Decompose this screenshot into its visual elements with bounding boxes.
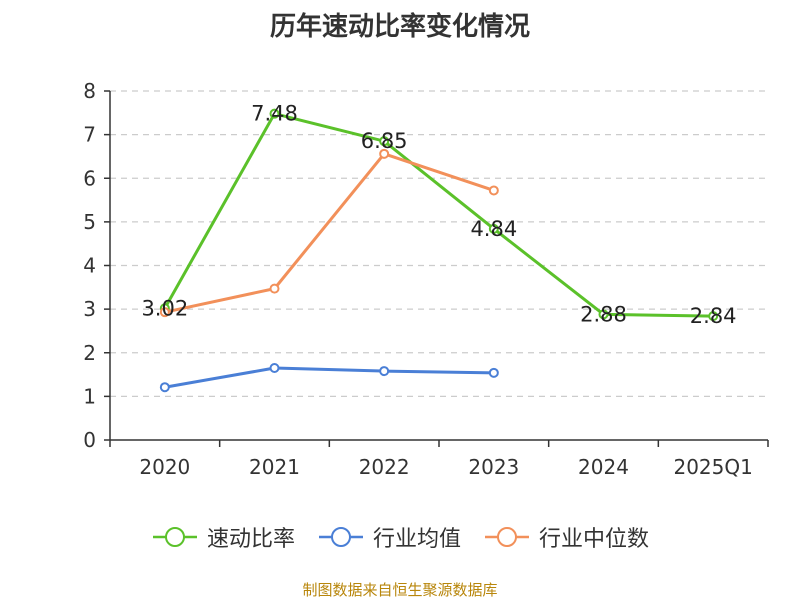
data-point [269,108,280,119]
data-point [379,148,390,159]
y-tick-label: 0 [83,428,96,452]
x-tick-label: 2022 [359,455,410,479]
y-tick-label: 8 [83,79,96,103]
source-note: 制图数据来自恒生聚源数据库 [302,581,498,599]
series-line [164,152,495,314]
data-point [159,382,170,393]
legend-label: 行业中位数 [539,527,650,552]
data-label: 6.85 [361,129,408,153]
x-tick-label: 2025Q1 [673,455,752,479]
series-line [163,112,714,318]
data-label: 7.48 [251,102,298,126]
x-tick-label: 2023 [468,455,519,479]
y-tick-label: 1 [83,384,96,408]
legend-swatch [318,527,363,547]
y-tick-label: 6 [83,166,96,190]
x-tick-label: 2020 [139,455,190,479]
data-point [598,309,609,320]
y-tick-label: 4 [83,254,96,278]
y-tick-label: 7 [83,123,96,147]
gridlines [110,90,768,397]
legend-item[interactable]: 行业均值 [317,521,461,553]
data-labels: 3.02 7.48 6.85 4.84 2.88 2.84 [141,102,736,328]
series-lines [159,108,719,393]
data-point [708,311,719,322]
legend-item[interactable]: 行业中位数 [483,521,649,553]
legend-swatch [152,527,197,547]
data-point [159,307,170,318]
data-point [269,283,280,294]
x-tick-label: 2021 [249,455,300,479]
data-point [488,367,499,378]
legend-label: 行业均值 [372,527,461,552]
axes: 0 1 2 3 4 5 6 7 8 2020 2021 2022 2023 2024 2025Q1 [83,79,769,479]
x-tick-label: 2024 [578,455,629,479]
legend-label: 速动比率 [206,527,295,552]
data-point [269,363,280,374]
legend-item[interactable]: 速动比率 [151,521,295,553]
legend-swatch [485,527,529,547]
y-tick-label: 2 [83,341,96,365]
data-label: 4.84 [470,217,517,241]
legend: 速动比率 行业均值 行业中位数 [0,520,800,554]
data-point [379,366,390,377]
data-label: 2.88 [580,302,627,326]
data-point [379,136,390,147]
y-tick-label: 5 [83,210,96,234]
data-label: 3.02 [141,296,188,320]
data-point [488,223,499,234]
y-tick-label: 3 [83,297,96,321]
data-label: 2.84 [690,304,737,328]
series-line [164,366,494,389]
chart-title: 历年速动比率变化情况 [269,12,530,42]
data-point [488,185,499,196]
